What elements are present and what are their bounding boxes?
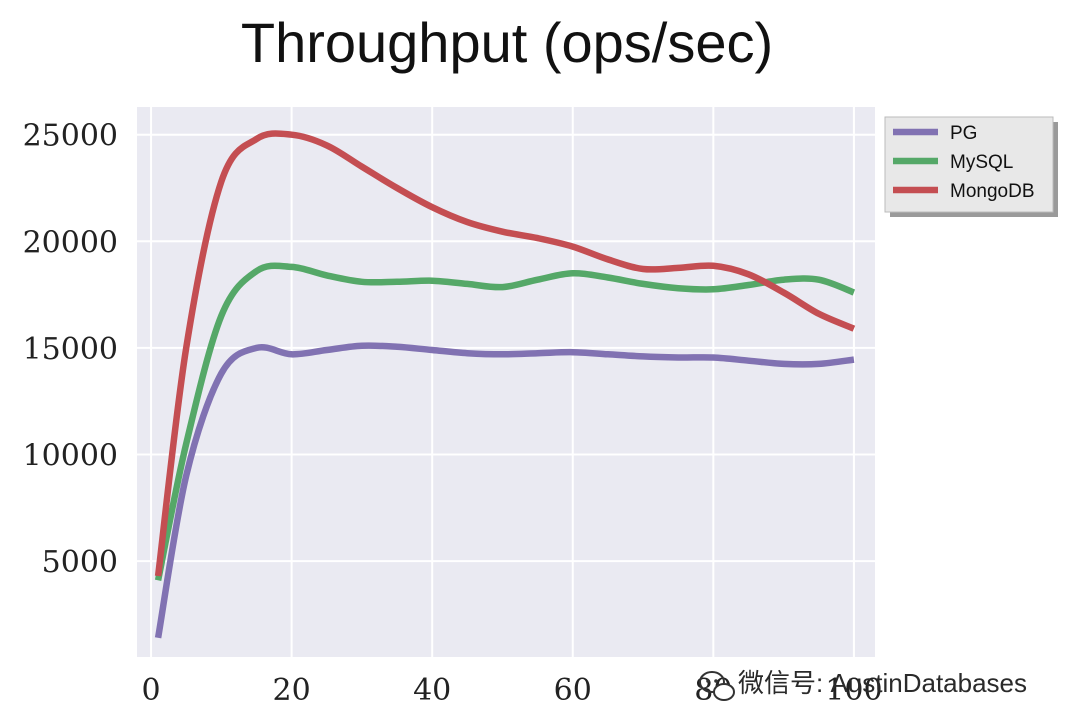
watermark-text: 微信号: AustinDatabases xyxy=(738,668,1027,698)
series-line-mysql xyxy=(154,262,856,581)
chart-title: Throughput (ops/sec) xyxy=(241,11,773,74)
y-tick-label: 15000 xyxy=(23,332,118,367)
x-tick-label: 60 xyxy=(554,673,592,708)
legend-label-pg: PG xyxy=(950,123,977,144)
x-tick-label: 20 xyxy=(273,673,311,708)
legend-entries: PG MySQL MongoDB xyxy=(893,123,1035,202)
legend-label-mongodb: MongoDB xyxy=(950,181,1035,202)
y-tick-label: 20000 xyxy=(23,225,118,260)
series-line-mongodb xyxy=(154,130,856,577)
plot-area xyxy=(137,107,875,657)
watermark: 微信号: AustinDatabases xyxy=(699,668,1027,701)
y-tick-label: 5000 xyxy=(42,545,118,580)
wechat-icon xyxy=(699,671,735,701)
y-tick-label: 25000 xyxy=(23,119,118,154)
legend-label-mysql: MySQL xyxy=(950,152,1013,173)
y-tick-labels: 5000 10000 15000 20000 25000 xyxy=(23,119,118,580)
series-lines xyxy=(154,130,856,639)
x-tick-label: 40 xyxy=(413,673,451,708)
y-tick-label: 10000 xyxy=(23,438,118,473)
x-tick-label: 0 xyxy=(142,673,161,708)
series-line-pg xyxy=(154,342,855,639)
x-tick-label: 100 xyxy=(825,673,882,708)
legend: PG MySQL MongoDB xyxy=(884,116,1058,217)
